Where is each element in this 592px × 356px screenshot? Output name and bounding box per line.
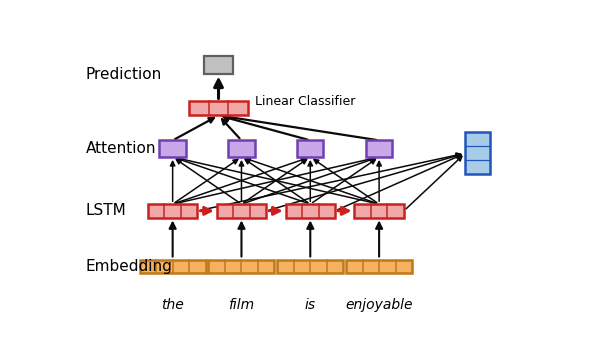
Text: LSTM: LSTM: [85, 203, 126, 218]
FancyBboxPatch shape: [217, 204, 266, 218]
FancyBboxPatch shape: [346, 260, 412, 273]
Text: Attention: Attention: [85, 141, 156, 156]
Text: film: film: [229, 298, 255, 312]
FancyBboxPatch shape: [277, 260, 343, 273]
FancyBboxPatch shape: [297, 141, 323, 157]
FancyBboxPatch shape: [355, 204, 404, 218]
Text: Prediction: Prediction: [85, 68, 162, 83]
Text: is: is: [305, 298, 316, 312]
FancyBboxPatch shape: [208, 260, 275, 273]
Text: Embedding: Embedding: [85, 259, 172, 274]
FancyBboxPatch shape: [229, 141, 255, 157]
FancyBboxPatch shape: [465, 132, 490, 174]
FancyBboxPatch shape: [366, 141, 392, 157]
FancyBboxPatch shape: [148, 204, 197, 218]
Text: the: the: [161, 298, 184, 312]
Text: enjoyable: enjoyable: [345, 298, 413, 312]
FancyBboxPatch shape: [140, 260, 205, 273]
Text: Linear Classifier: Linear Classifier: [255, 95, 356, 108]
FancyBboxPatch shape: [285, 204, 335, 218]
FancyBboxPatch shape: [159, 141, 186, 157]
FancyBboxPatch shape: [204, 56, 233, 74]
FancyBboxPatch shape: [189, 101, 248, 115]
